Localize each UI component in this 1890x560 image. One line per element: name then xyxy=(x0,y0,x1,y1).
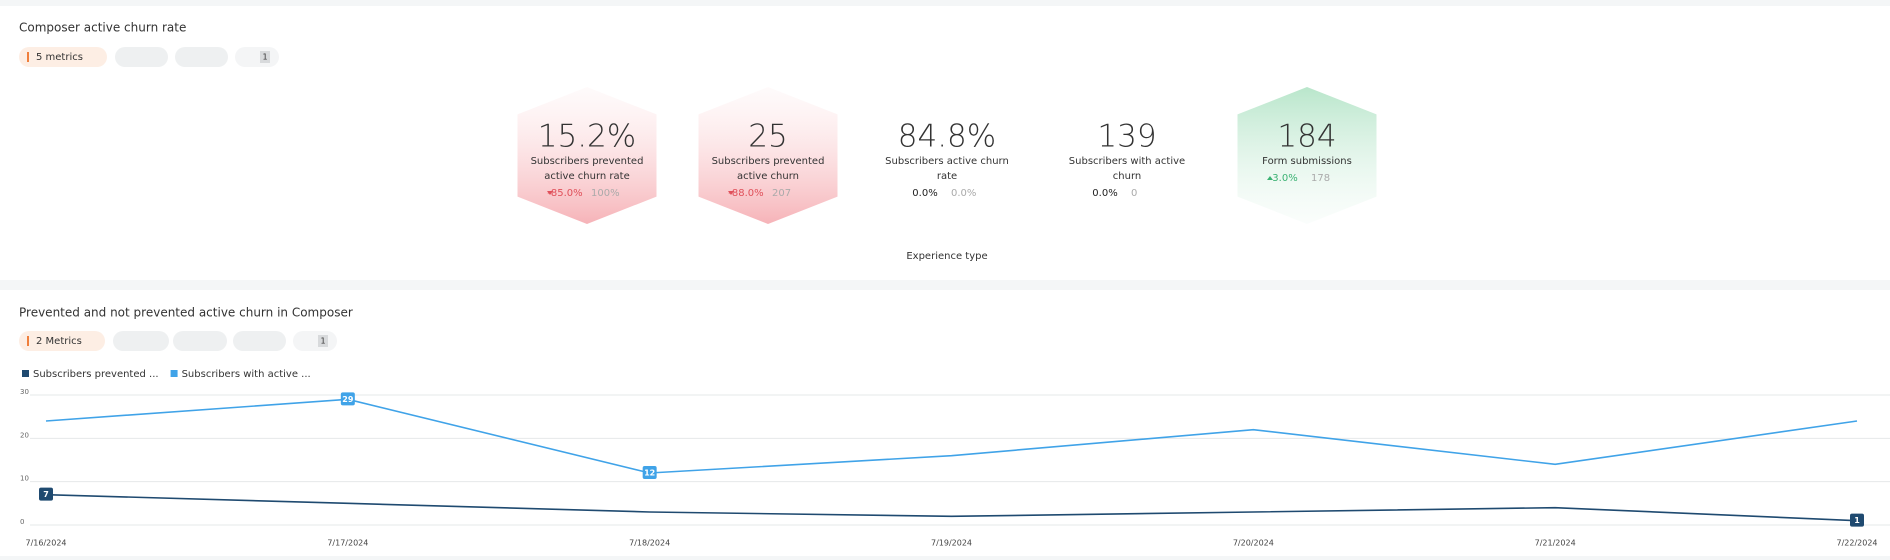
kpi-label: Subscribers prevented xyxy=(531,156,644,167)
kpi-previous: 0.0% xyxy=(951,188,976,199)
button-label: 5 metrics xyxy=(36,52,83,63)
x-tick-label: 7/17/2024 xyxy=(327,539,368,548)
x-tick-label: 7/16/2024 xyxy=(25,539,66,548)
kpi-label: active churn rate xyxy=(544,171,630,182)
metrics-button[interactable] xyxy=(19,331,105,351)
panel xyxy=(0,6,1890,280)
filter-button[interactable] xyxy=(293,331,337,351)
kpi-label: Subscribers prevented xyxy=(712,156,825,167)
x-tick-label: 7/21/2024 xyxy=(1535,539,1576,548)
series-line xyxy=(45,493,1858,522)
legend-swatch xyxy=(22,370,29,377)
badge xyxy=(318,335,328,347)
kpi-highlight xyxy=(517,87,657,224)
kpi-change: 3.0% xyxy=(1272,173,1297,184)
settings-button[interactable] xyxy=(233,331,286,351)
trend-arrow xyxy=(728,191,734,195)
x-tick-label: 7/18/2024 xyxy=(629,539,670,548)
trend-arrow xyxy=(1267,176,1273,180)
x-tick-label: 7/22/2024 xyxy=(1836,539,1877,548)
view-button[interactable] xyxy=(115,47,168,67)
kpi-label: churn xyxy=(1113,171,1141,182)
data-label-box xyxy=(39,487,53,501)
legend-swatch xyxy=(170,370,178,377)
kpi-value: 25 xyxy=(748,119,787,155)
kpi-value: 184 xyxy=(1277,119,1336,155)
kpi-value: 84.8% xyxy=(898,119,996,155)
kpi-change: -85.0% xyxy=(547,188,582,199)
toolbar: 2 Metrics 1 xyxy=(19,331,337,351)
y-tick-label: 30 xyxy=(20,388,29,396)
accent xyxy=(27,52,29,62)
kpi-change: 0.0% xyxy=(1092,188,1117,199)
toolbar: 5 metrics 1 xyxy=(19,47,279,67)
data-label: 7 xyxy=(43,490,49,499)
badge xyxy=(260,51,270,63)
legend-label: Subscribers with active ... xyxy=(182,369,311,380)
kpi-previous: 0 xyxy=(1131,188,1137,199)
legend-label: Subscribers prevented ... xyxy=(33,369,159,380)
accent xyxy=(27,336,29,346)
settings-button[interactable] xyxy=(175,47,228,67)
x-tick-label: 7/19/2024 xyxy=(931,539,972,548)
kpi-label: Subscribers active churn xyxy=(885,156,1009,167)
trend-arrow xyxy=(547,191,553,195)
kpi-label: Subscribers with active xyxy=(1069,156,1185,167)
kpi-value: 139 xyxy=(1097,119,1156,155)
kpi-label: active churn xyxy=(737,171,799,182)
chart-type-button[interactable] xyxy=(113,331,169,351)
kpi-previous: 207 xyxy=(772,188,791,199)
data-label-box xyxy=(1850,513,1864,527)
data-label-box xyxy=(340,392,355,406)
button-label: 2 Metrics xyxy=(36,336,82,347)
kpi-highlight xyxy=(1237,87,1377,224)
kpi-change: -88.0% xyxy=(728,188,763,199)
panel-title: Composer active churn rate xyxy=(19,21,186,35)
data-button[interactable] xyxy=(173,331,227,351)
kpi-previous: 100% xyxy=(591,188,620,199)
filter-button[interactable] xyxy=(235,47,279,67)
kpi-label: rate xyxy=(937,171,957,182)
data-label: 12 xyxy=(644,469,655,478)
metrics-button[interactable] xyxy=(19,47,107,67)
y-tick-label: 10 xyxy=(20,475,29,483)
kpi-change: 0.0% xyxy=(912,188,937,199)
chart-title: Prevented and not prevented active churn… xyxy=(19,306,353,320)
y-tick-label: 20 xyxy=(20,431,29,439)
data-label: 29 xyxy=(342,395,354,404)
kpi-value: 15.2% xyxy=(538,119,636,155)
kpi-highlight xyxy=(698,87,838,224)
kpi-label: Form submissions xyxy=(1262,156,1352,167)
kpi-previous: 178 xyxy=(1311,173,1330,184)
filter-count: 1 xyxy=(320,337,325,346)
footer-label: Experience type xyxy=(906,251,987,262)
y-tick-label: 0 xyxy=(20,518,24,526)
x-tick-label: 7/20/2024 xyxy=(1233,539,1274,548)
filter-count: 1 xyxy=(262,53,267,62)
data-label-box xyxy=(642,466,657,479)
data-label: 1 xyxy=(1854,516,1860,525)
